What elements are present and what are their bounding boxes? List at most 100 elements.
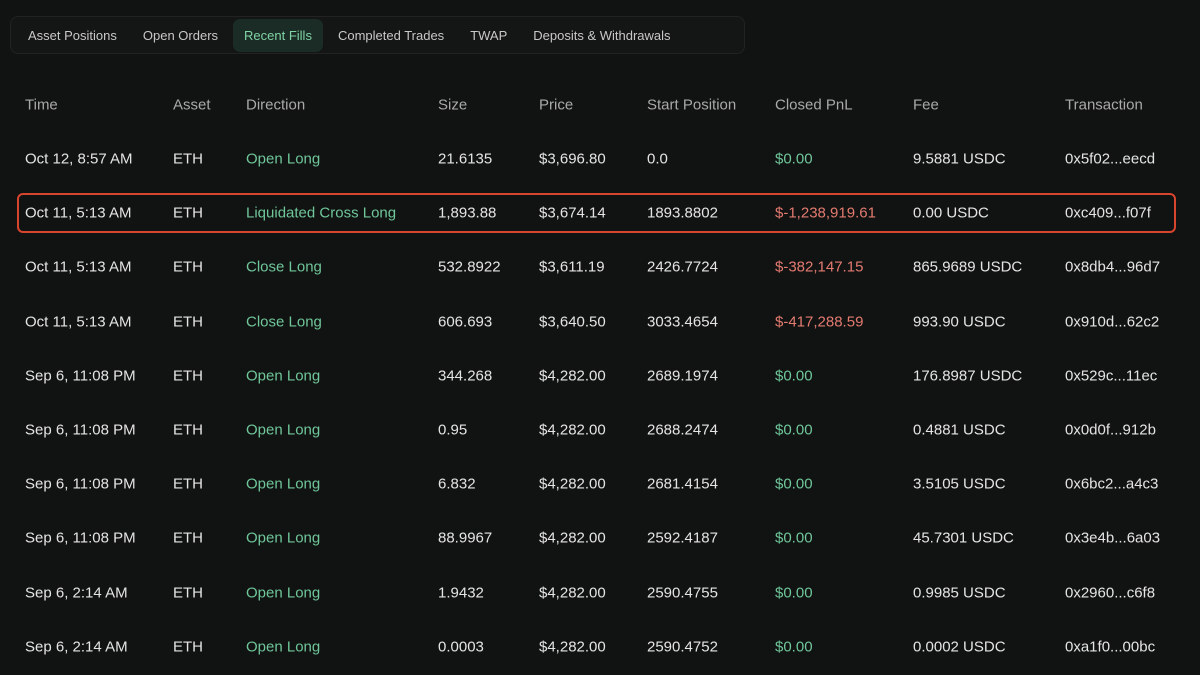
table-cell: $0.00: [775, 529, 813, 547]
tab-bar: Asset Positions Open Orders Recent Fills…: [10, 16, 745, 54]
table-cell: 0x910d...62c2: [1065, 313, 1160, 331]
table-cell: Close Long: [246, 313, 322, 331]
table-cell: ETH: [173, 258, 203, 276]
table-cell: 0.0003: [438, 638, 484, 656]
table-cell: 2426.7724: [647, 258, 718, 276]
table-cell: 45.7301 USDC: [913, 529, 1014, 547]
column-header: Asset: [173, 96, 211, 114]
table-cell: 0.00 USDC: [913, 204, 989, 222]
table-cell: Oct 11, 5:13 AM: [25, 313, 132, 331]
tab[interactable]: TWAP: [470, 27, 508, 43]
table-cell: 1893.8802: [647, 204, 718, 222]
table-cell: 0.0: [647, 150, 668, 168]
table-cell: 0x2960...c6f8: [1065, 584, 1156, 602]
tab[interactable]: Open Orders: [142, 27, 219, 43]
table-cell: $4,282.00: [539, 638, 606, 656]
table-cell: ETH: [173, 475, 203, 493]
table-cell: ETH: [173, 313, 203, 331]
table-cell: $4,282.00: [539, 421, 606, 439]
table-cell: Open Long: [246, 638, 321, 656]
column-header: Transaction: [1065, 96, 1143, 114]
table-cell: Close Long: [246, 258, 322, 276]
column-header: Direction: [246, 96, 306, 114]
table-cell: 3.5105 USDC: [913, 475, 1006, 493]
table-cell: $0.00: [775, 150, 813, 168]
table-cell: $0.00: [775, 367, 813, 385]
table-cell: Sep 6, 11:08 PM: [25, 421, 136, 439]
table-cell: Sep 6, 11:08 PM: [25, 475, 136, 493]
table-cell: Sep 6, 11:08 PM: [25, 529, 136, 547]
tab[interactable]: Deposits & Withdrawals: [533, 27, 671, 43]
table-cell: ETH: [173, 367, 203, 385]
table-cell: ETH: [173, 529, 203, 547]
table-cell: 0.4881 USDC: [913, 421, 1006, 439]
table-cell: 1,893.88: [438, 204, 497, 222]
table-cell: 2689.1974: [647, 367, 718, 385]
table-cell: Open Long: [246, 150, 321, 168]
table-cell: 0x6bc2...a4c3: [1065, 475, 1159, 493]
tab[interactable]: Completed Trades: [337, 27, 445, 43]
table-cell: Open Long: [246, 529, 321, 547]
table-cell: Oct 12, 8:57 AM: [25, 150, 133, 168]
table-cell: 2592.4187: [647, 529, 718, 547]
column-header: Closed PnL: [775, 96, 853, 114]
table-cell: 0.0002 USDC: [913, 638, 1006, 656]
table-cell: ETH: [173, 204, 203, 222]
table-cell: $4,282.00: [539, 584, 606, 602]
table-cell: 606.693: [438, 313, 493, 331]
table-cell: 2590.4755: [647, 584, 718, 602]
table-cell: ETH: [173, 584, 203, 602]
table-cell: 0.95: [438, 421, 468, 439]
tab[interactable]: Asset Positions: [28, 27, 117, 43]
table-cell: Oct 11, 5:13 AM: [25, 258, 132, 276]
table-cell: ETH: [173, 150, 203, 168]
table-cell: $4,282.00: [539, 529, 606, 547]
tab[interactable]: Recent Fills: [233, 18, 323, 52]
table-cell: Open Long: [246, 475, 321, 493]
table-cell: $0.00: [775, 584, 813, 602]
table-cell: 2681.4154: [647, 475, 718, 493]
table-cell: 532.8922: [438, 258, 501, 276]
table-cell: 2688.2474: [647, 421, 718, 439]
table-cell: 9.5881 USDC: [913, 150, 1006, 168]
table-cell: $3,640.50: [539, 313, 606, 331]
table-cell: 0.9985 USDC: [913, 584, 1006, 602]
table-cell: 88.9967: [438, 529, 493, 547]
table-cell: 865.9689 USDC: [913, 258, 1023, 276]
table-cell: 3033.4654: [647, 313, 718, 331]
table-cell: Oct 11, 5:13 AM: [25, 204, 132, 222]
table-cell: $0.00: [775, 475, 813, 493]
table-cell: $0.00: [775, 421, 813, 439]
table-cell: $4,282.00: [539, 475, 606, 493]
table-cell: Open Long: [246, 421, 321, 439]
table-cell: 176.8987 USDC: [913, 367, 1023, 385]
table-cell: 993.90 USDC: [913, 313, 1006, 331]
table-cell: $3,696.80: [539, 150, 606, 168]
column-header: Size: [438, 96, 468, 114]
table-cell: 1.9432: [438, 584, 484, 602]
table-cell: 0xa1f0...00bc: [1065, 638, 1156, 656]
table-cell: 21.6135: [438, 150, 493, 168]
table-cell: $-382,147.15: [775, 258, 864, 276]
table-cell: Sep 6, 2:14 AM: [25, 584, 128, 602]
column-header: Price: [539, 96, 574, 114]
table-cell: 0x3e4b...6a03: [1065, 529, 1161, 547]
table-cell: Sep 6, 2:14 AM: [25, 638, 128, 656]
table-cell: Open Long: [246, 367, 321, 385]
table-cell: Liquidated Cross Long: [246, 204, 397, 222]
column-header: Start Position: [647, 96, 737, 114]
table-cell: 0x8db4...96d7: [1065, 258, 1161, 276]
table-cell: $-1,238,919.61: [775, 204, 876, 222]
table-cell: 0xc409...f07f: [1065, 204, 1151, 222]
table-cell: 6.832: [438, 475, 476, 493]
table-cell: $-417,288.59: [775, 313, 864, 331]
column-header: Time: [25, 96, 58, 114]
row-highlight: [17, 193, 1176, 233]
table-cell: $3,611.19: [539, 258, 605, 276]
table-cell: 0x0d0f...912b: [1065, 421, 1156, 439]
table-cell: ETH: [173, 638, 203, 656]
table-cell: 2590.4752: [647, 638, 718, 656]
table-cell: $3,674.14: [539, 204, 606, 222]
table-cell: ETH: [173, 421, 203, 439]
